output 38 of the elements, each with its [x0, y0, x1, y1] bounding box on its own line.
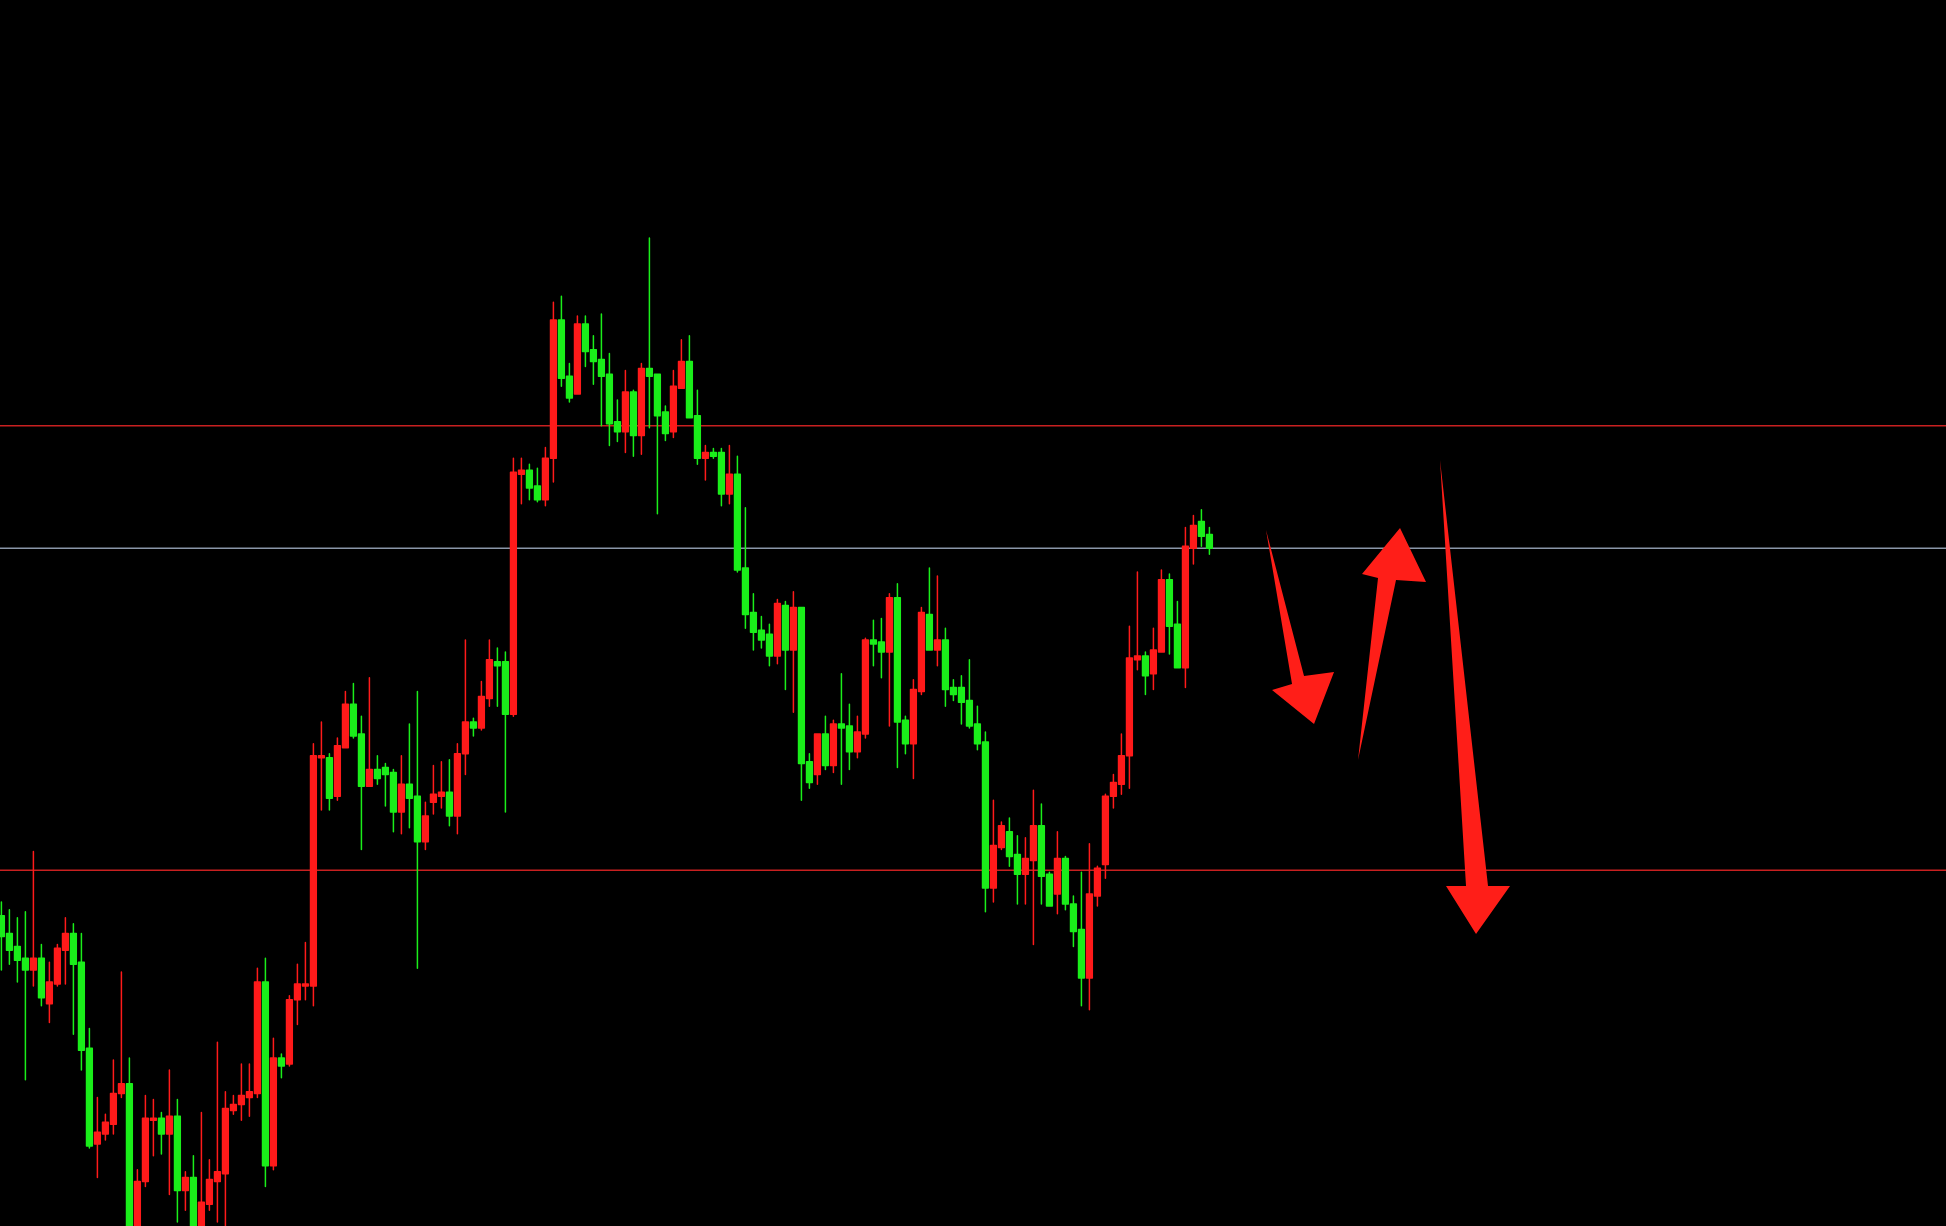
candlestick [885, 592, 894, 727]
candlestick [821, 715, 830, 771]
candlestick [725, 444, 734, 505]
candlestick [1037, 803, 1046, 905]
candlestick [269, 1037, 278, 1171]
candlestick [637, 362, 646, 456]
candlestick [125, 1057, 134, 1226]
candlestick [781, 600, 790, 691]
candlestick [389, 768, 398, 833]
candlestick [621, 369, 630, 454]
candlestick [829, 719, 838, 774]
candlestick [717, 447, 726, 507]
candlestick [813, 733, 822, 786]
candlestick [765, 623, 774, 667]
candlestick [773, 598, 782, 665]
candlestick [189, 1155, 198, 1226]
candlestick [469, 717, 478, 737]
candlestick [421, 801, 430, 851]
candlestick [893, 583, 902, 769]
candlestick [37, 943, 46, 1007]
candlestick [629, 389, 638, 458]
candlestick [797, 606, 806, 801]
candlestick [261, 957, 270, 1188]
candlestick [1085, 842, 1094, 1011]
candlestick [925, 567, 934, 651]
candlestick [173, 1098, 182, 1223]
candlestick [157, 1111, 166, 1155]
candlestick [989, 799, 998, 903]
candlestick [941, 627, 950, 708]
candlestick [277, 1053, 286, 1079]
candlestick [1053, 831, 1062, 915]
candlestick [1197, 508, 1206, 547]
candlestick [509, 457, 518, 717]
candlestick [1141, 651, 1150, 696]
candlestick [573, 315, 582, 395]
candlestick [325, 752, 334, 811]
candlestick [525, 463, 534, 501]
candlestick [533, 467, 542, 503]
